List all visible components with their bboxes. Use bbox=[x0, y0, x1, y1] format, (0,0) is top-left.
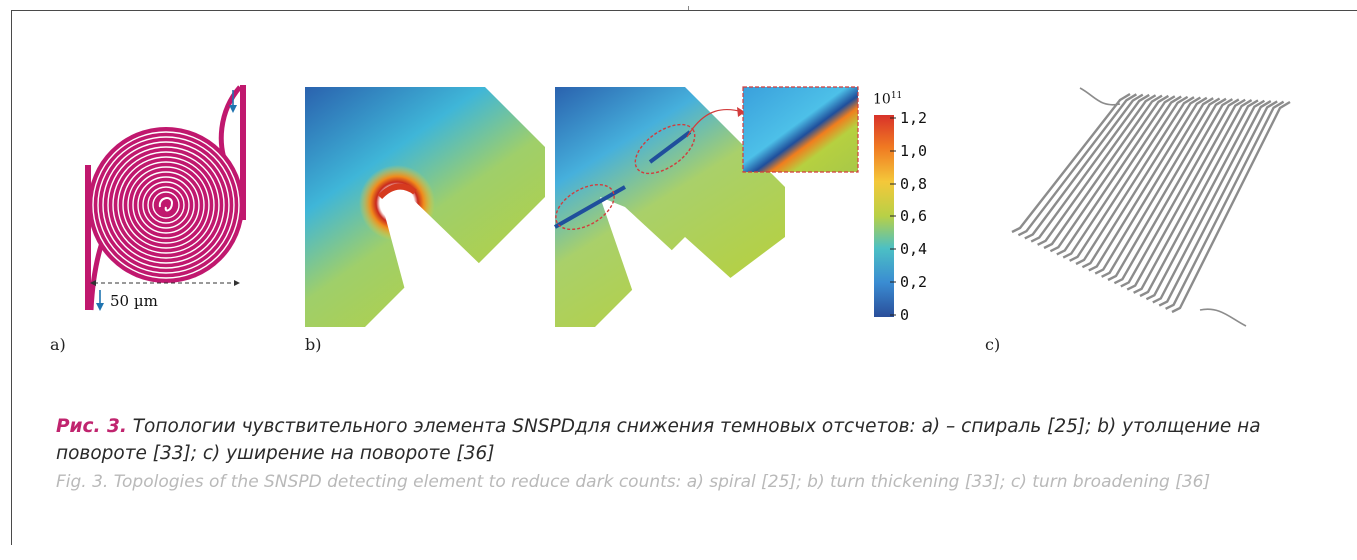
panel-label-b: b) bbox=[305, 335, 322, 354]
colorbar-tick: 0,2 bbox=[900, 273, 928, 291]
meander-stripe bbox=[1030, 93, 1150, 243]
colorbar-tick: 1,0 bbox=[900, 142, 928, 160]
meander-stripe bbox=[1043, 94, 1163, 250]
colorbar-exponent-base: 10 bbox=[873, 91, 891, 108]
colorbar-exponent: 1011 bbox=[873, 91, 902, 108]
meander-stripe bbox=[1049, 94, 1170, 253]
meander-stripe bbox=[1075, 96, 1195, 266]
spiral-diagram bbox=[85, 85, 246, 311]
meander-stripe bbox=[1056, 95, 1176, 256]
meander-stripe bbox=[1133, 99, 1253, 294]
meander-stripe bbox=[1062, 95, 1182, 259]
panel-label-c: c) bbox=[985, 335, 1001, 354]
meander-stripe bbox=[1165, 100, 1285, 310]
meander-stripe bbox=[1171, 100, 1291, 314]
caption-english: Fig. 3. Topologies of the SNSPD detectin… bbox=[56, 470, 1346, 495]
meander-stripe bbox=[1101, 97, 1221, 278]
meander-stripe bbox=[1152, 100, 1272, 304]
panel-label-a: a) bbox=[50, 335, 66, 354]
turn-thickening-image-right bbox=[554, 86, 859, 327]
caption-text-ru: Топологии чувствительного элемента SNSPD… bbox=[56, 416, 1261, 464]
meander-stripe bbox=[1024, 93, 1144, 240]
meander-stripe bbox=[1088, 96, 1208, 272]
caption-russian: Рис. 3. Топологии чувствительного элемен… bbox=[56, 413, 1346, 467]
colorbar-tick: 0 bbox=[900, 306, 910, 324]
meander-stripe bbox=[1107, 97, 1227, 282]
colorbar-tick: 0,4 bbox=[900, 240, 928, 258]
meander-stripe bbox=[1126, 98, 1246, 291]
colorbar-exponent-power: 11 bbox=[890, 91, 903, 101]
meander-stripe bbox=[1011, 92, 1131, 234]
colorbar bbox=[874, 115, 896, 317]
meander-stripe bbox=[1113, 98, 1234, 285]
figure-frame bbox=[11, 10, 1357, 545]
meander-stripe bbox=[1069, 95, 1189, 262]
figure-label-ru: Рис. 3. bbox=[56, 416, 127, 437]
colorbar-tick: 0,6 bbox=[900, 207, 928, 225]
meander-stripe bbox=[1158, 100, 1278, 307]
caption-text-en: Topologies of the SNSPD detecting elemen… bbox=[108, 472, 1211, 492]
frame-mark bbox=[688, 6, 689, 10]
meander-stripe bbox=[1120, 98, 1240, 288]
figure-label-en: Fig. 3. bbox=[56, 472, 109, 492]
turn-thickening-image-left bbox=[305, 87, 545, 327]
colorbar-tick: 0,8 bbox=[900, 175, 928, 193]
meander-stripe bbox=[1081, 96, 1202, 269]
meander-stripe bbox=[1139, 99, 1259, 298]
meander-stripe bbox=[1094, 97, 1214, 275]
meander-stripe bbox=[1037, 94, 1157, 246]
meander-diagram bbox=[1011, 87, 1291, 327]
scale-bar-label: 50 µm bbox=[110, 292, 158, 310]
colorbar-tick: 1,2 bbox=[900, 109, 928, 127]
meander-stripe bbox=[1017, 93, 1138, 237]
meander-stripe bbox=[1145, 99, 1266, 301]
